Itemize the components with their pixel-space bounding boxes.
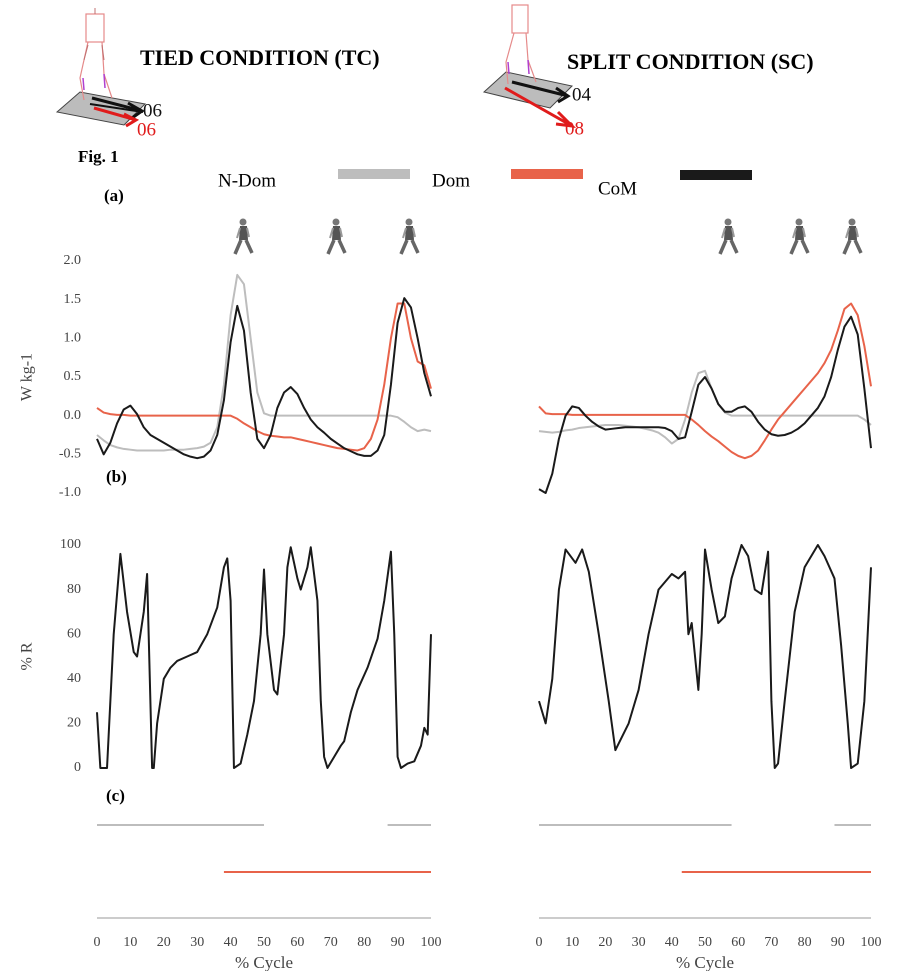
y-tick-label: 20 (67, 716, 81, 731)
y-tick-label: 0 (74, 760, 81, 775)
y-axis-title: W kg-1 (19, 353, 36, 401)
y-tick-label: -1.0 (59, 485, 81, 500)
figure-label: Fig. 1 (78, 147, 119, 166)
x-axis-title: % Cycle (235, 953, 293, 971)
legend-swatch (511, 169, 583, 179)
x-tick-label: 90 (831, 935, 845, 950)
panel-label: (b) (106, 467, 127, 486)
data-line (96, 546, 432, 769)
x-tick-label: 30 (190, 935, 204, 950)
speed-label: 08 (565, 118, 584, 139)
panel-label: (c) (106, 786, 125, 805)
y-tick-label: 2.0 (64, 253, 82, 268)
x-tick-label: 40 (224, 935, 238, 950)
x-tick-label: 10 (123, 935, 137, 950)
x-tick-label: 30 (632, 935, 646, 950)
x-tick-label: 80 (357, 935, 371, 950)
speed-label: 06 (137, 119, 156, 140)
x-tick-label: 10 (565, 935, 579, 950)
x-axis-title: % Cycle (676, 953, 734, 971)
legend-label: CoM (598, 178, 637, 199)
panel-label: (a) (104, 186, 124, 205)
legend-swatch (680, 170, 752, 180)
x-tick-label: 60 (290, 935, 304, 950)
legend-label: N-Dom (218, 170, 276, 191)
tc-diagram (55, 8, 147, 128)
y-tick-label: 100 (60, 537, 81, 552)
legend-swatch (338, 169, 410, 179)
x-tick-label: 90 (391, 935, 405, 950)
sc-diagram (482, 4, 577, 129)
x-tick-label: 40 (665, 935, 679, 950)
data-line (538, 315, 872, 494)
x-tick-label: 0 (94, 935, 101, 950)
y-tick-label: 1.0 (64, 331, 82, 346)
data-line (96, 273, 432, 452)
data-line (538, 302, 872, 460)
condition-title: TIED CONDITION (TC) (140, 45, 380, 70)
y-tick-label: 60 (67, 626, 81, 641)
x-tick-label: 60 (731, 935, 745, 950)
x-tick-label: 50 (698, 935, 712, 950)
x-tick-label: 0 (536, 935, 543, 950)
data-line (538, 544, 872, 769)
y-tick-label: 80 (67, 582, 81, 597)
x-tick-label: 20 (157, 935, 171, 950)
legend-label: Dom (432, 170, 470, 191)
x-tick-label: 70 (764, 935, 778, 950)
x-tick-label: 50 (257, 935, 271, 950)
x-tick-label: 80 (798, 935, 812, 950)
x-tick-label: 20 (598, 935, 612, 950)
data-line (96, 297, 432, 460)
y-tick-label: 40 (67, 671, 81, 686)
x-tick-label: 70 (324, 935, 338, 950)
condition-title: SPLIT CONDITION (SC) (567, 49, 814, 74)
y-axis-title: % R (19, 642, 36, 670)
data-line (96, 302, 432, 452)
y-tick-label: 0.0 (64, 408, 82, 423)
y-tick-label: 0.5 (64, 369, 82, 384)
speed-label: 06 (143, 100, 162, 121)
y-tick-label: -0.5 (59, 447, 81, 462)
y-tick-label: 1.5 (64, 292, 82, 307)
x-tick-label: 100 (861, 935, 882, 950)
x-tick-label: 100 (421, 935, 442, 950)
walking-icons (233, 216, 863, 256)
data-line (538, 369, 872, 445)
speed-label: 04 (572, 84, 592, 105)
